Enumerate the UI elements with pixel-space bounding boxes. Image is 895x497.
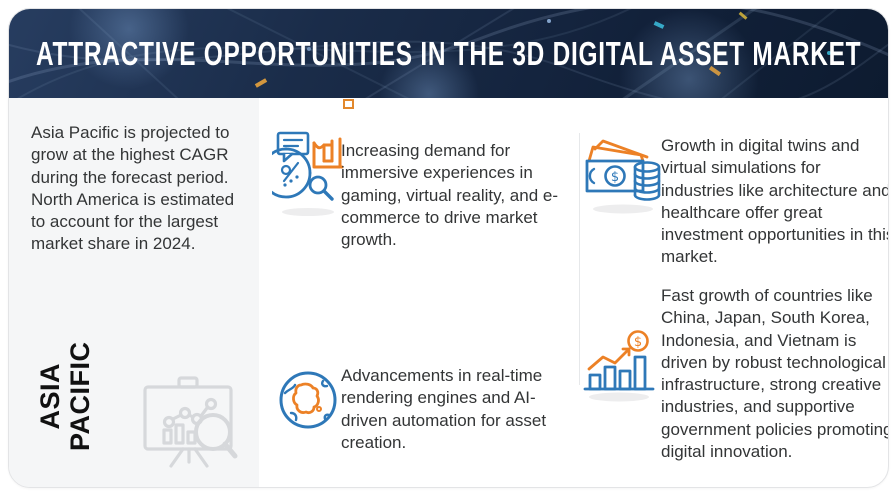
column-divider [579,133,580,385]
region-summary-text: Asia Pacific is projected to grow at the… [31,123,235,254]
presentation-chart-magnifier-icon [131,370,249,487]
page-title: ATTRACTIVE OPPORTUNITIES IN THE 3D DIGIT… [35,34,862,72]
svg-text:$: $ [634,335,642,350]
money-investment-icon: $ [583,137,663,220]
infographic-card: ATTRACTIVE OPPORTUNITIES IN THE 3D DIGIT… [8,8,889,488]
region-label: ASIA PACIFIC [34,341,95,451]
orange-marker-decoration [343,99,354,109]
market-analysis-icon [260,129,350,222]
growth-chart-dollar-icon: $ [581,327,661,408]
network-background-graphic [9,9,888,98]
opportunity-text: Fast growth of countries like China, Jap… [661,286,889,461]
opportunity-text: Increasing demand for immersive experien… [341,141,559,250]
opportunity-text: Advancements in real-time rendering engi… [341,366,547,452]
svg-text:$: $ [611,170,619,185]
globe-icon [277,369,339,436]
header-banner: ATTRACTIVE OPPORTUNITIES IN THE 3D DIGIT… [9,9,888,98]
region-panel: Asia Pacific is projected to grow at the… [9,98,259,487]
opportunity-text: Growth in digital twins and virtual simu… [661,136,889,267]
